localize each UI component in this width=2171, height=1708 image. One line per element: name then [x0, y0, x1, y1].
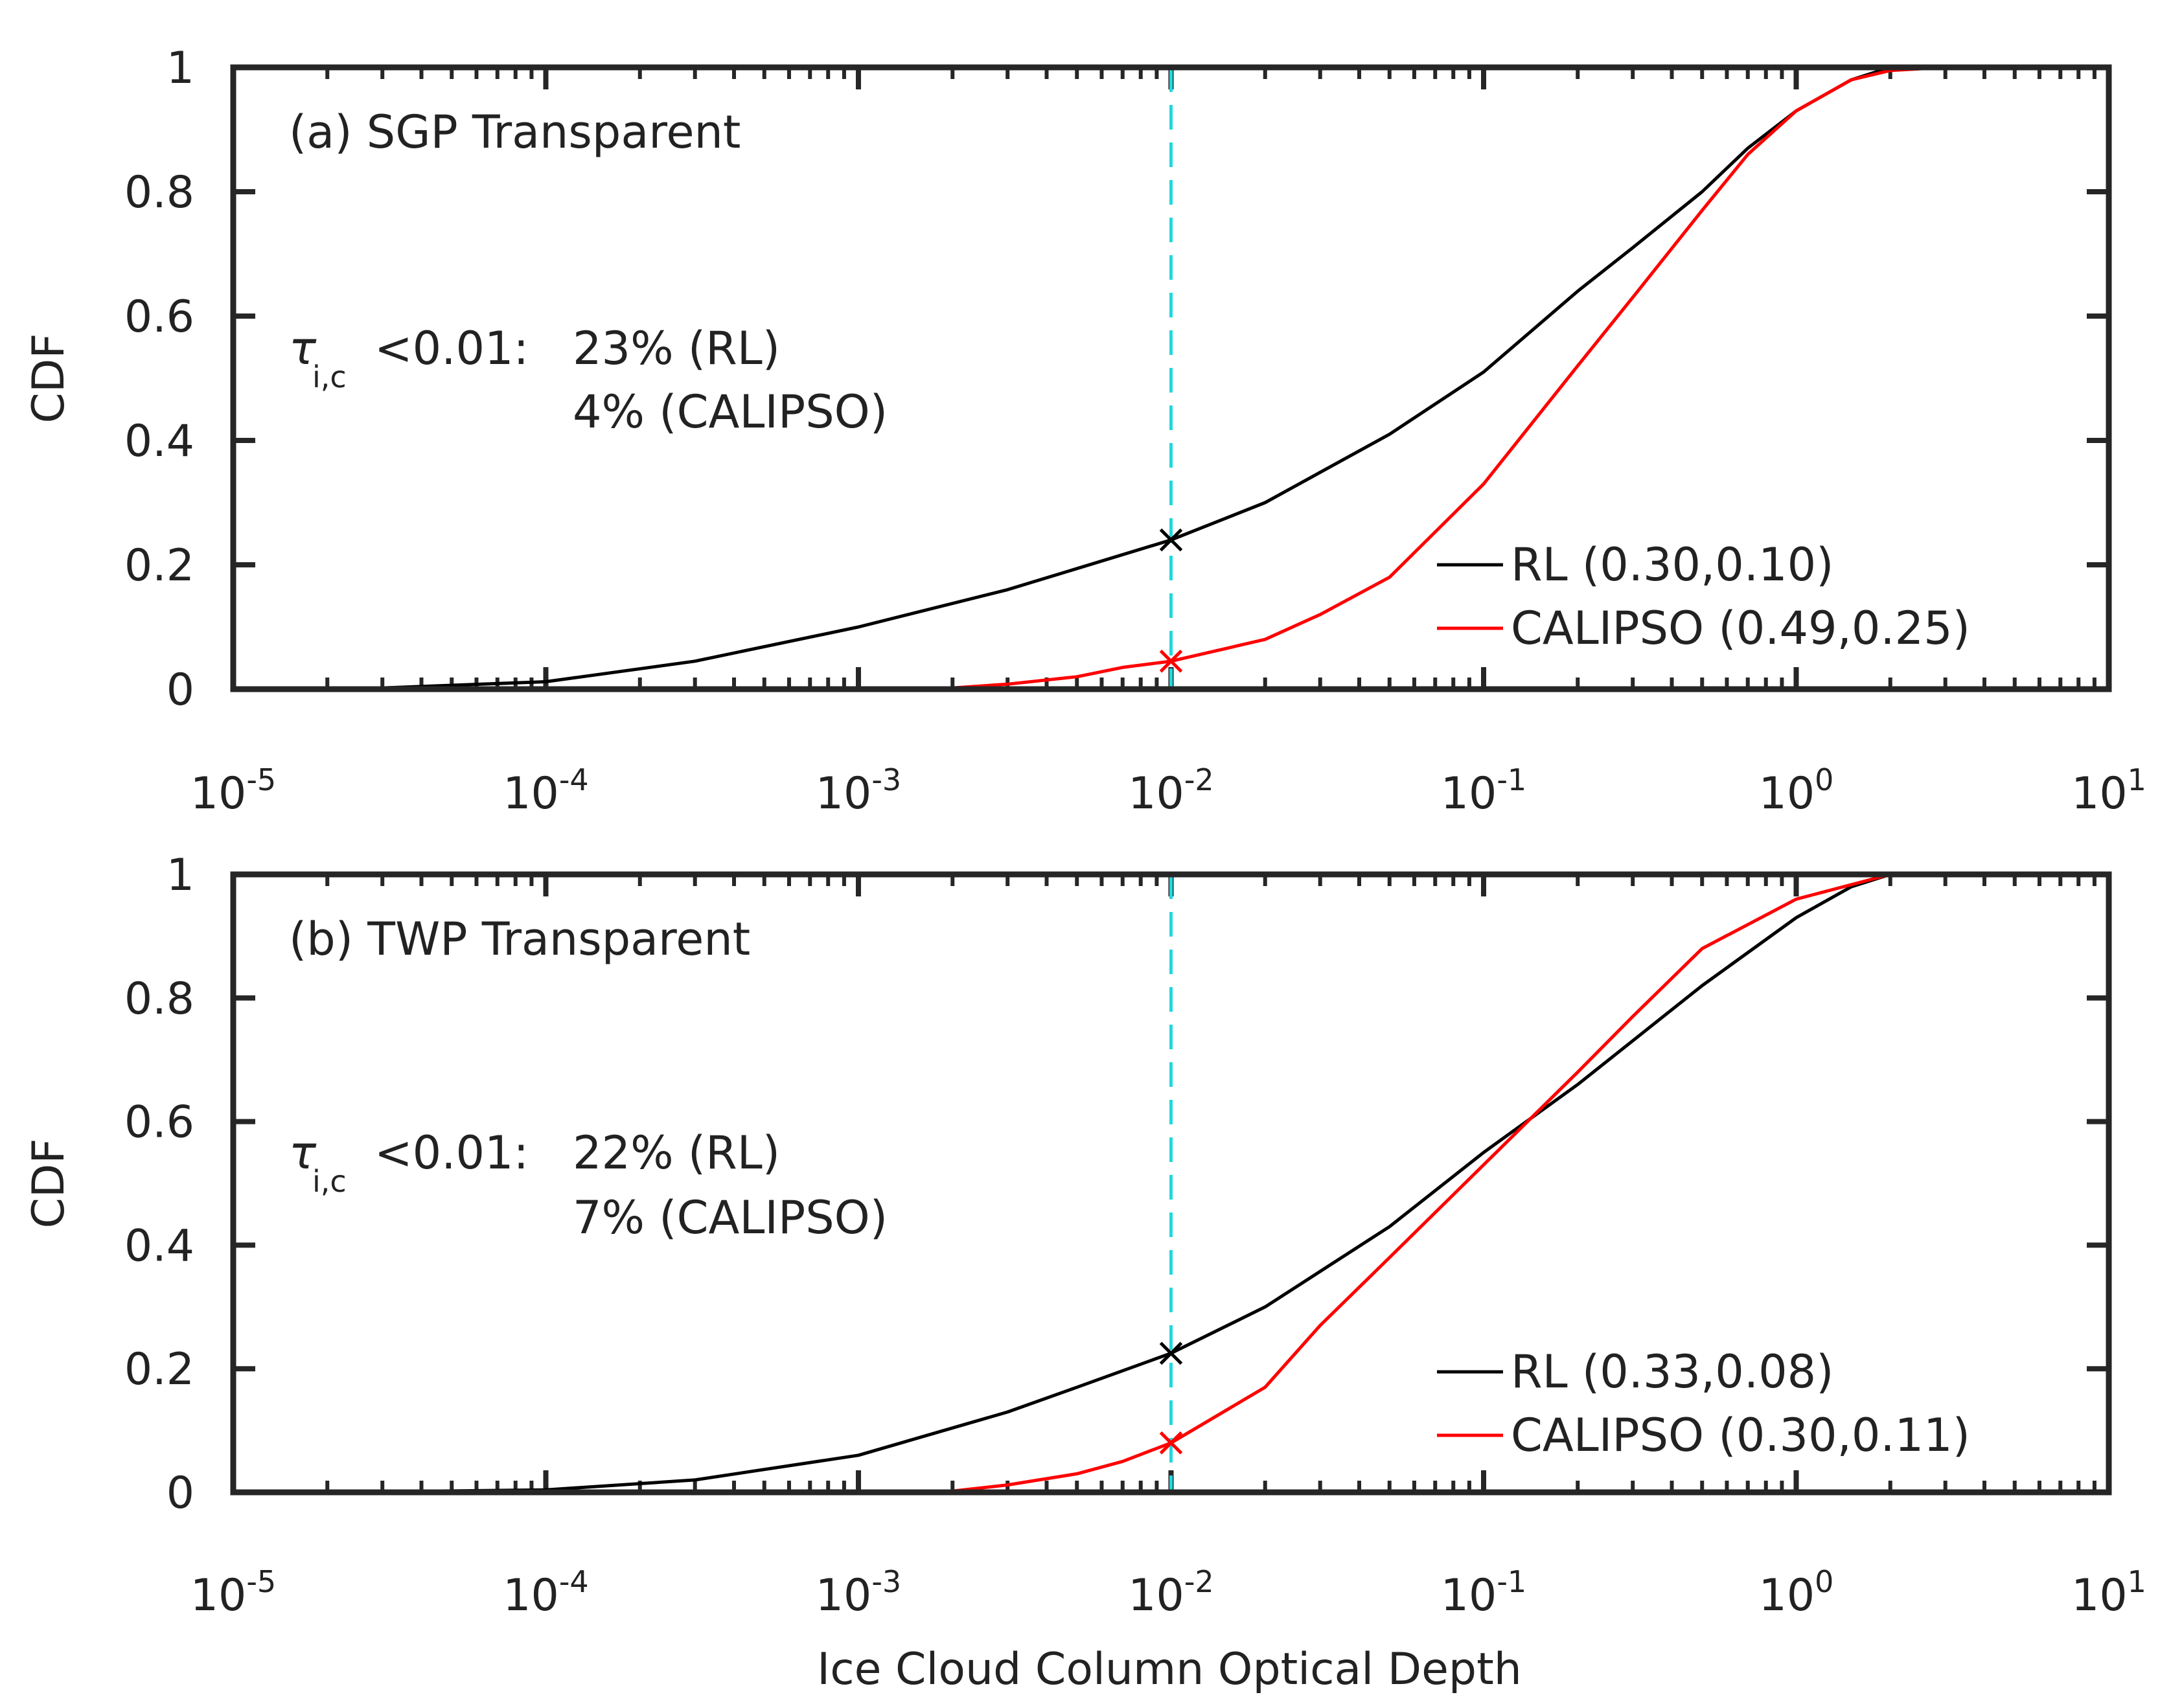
x-axis-title: Ice Cloud Column Optical Depth	[817, 1644, 1522, 1695]
annotation-symbol: τ	[289, 322, 317, 375]
x-tick-label: 10-2	[1128, 762, 1213, 819]
legend-label-calipso: CALIPSO (0.30,0.11)	[1511, 1409, 1970, 1462]
annotation-rl: 22% (RL)	[573, 1126, 780, 1179]
x-tick-label: 10-3	[816, 762, 901, 819]
x-tick-label: 10-4	[503, 762, 588, 819]
plot-frame	[230, 871, 2112, 1496]
y-tick-label: 0.6	[124, 291, 194, 343]
y-tick-label: 0.8	[124, 167, 194, 218]
x-tick-label: 10-4	[503, 1564, 588, 1621]
plot-frame	[230, 64, 2112, 692]
x-tick-label: 10-1	[1441, 1564, 1526, 1621]
x-tick-label: 100	[1759, 762, 1834, 819]
x-tick-label: 10-5	[190, 1564, 276, 1621]
y-tick-label: 0.2	[124, 540, 194, 591]
legend: RL (0.33,0.08) CALIPSO (0.30,0.11)	[1437, 1345, 1970, 1462]
y-tick-label: 0.2	[124, 1344, 194, 1395]
calipso-threshold-marker-stroke	[1159, 1431, 1183, 1455]
rl-threshold-marker-stroke	[1159, 528, 1183, 552]
rl-threshold-marker-stroke	[1159, 1341, 1183, 1365]
calipso-threshold-marker-stroke	[1159, 650, 1183, 673]
legend-label-calipso: CALIPSO (0.49,0.25)	[1511, 602, 1970, 655]
rl-threshold-marker	[1159, 528, 1183, 552]
y-tick-label: 1	[167, 43, 194, 94]
annotation-calipso: 7% (CALIPSO)	[573, 1191, 888, 1244]
x-tick-label: 101	[2071, 1564, 2146, 1621]
panel-title: (b) TWP Transparent	[289, 913, 750, 966]
y-tick-label: 1	[167, 850, 194, 901]
x-tick-label: 100	[1759, 1564, 1834, 1621]
annotation-subscript: i,c	[312, 359, 347, 394]
y-tick-label: 0	[167, 665, 194, 716]
rl-threshold-marker	[1159, 1341, 1183, 1365]
y-axis-title: CDF	[23, 1139, 75, 1229]
panel-title: (a) SGP Transparent	[289, 106, 741, 159]
y-tick-label: 0.8	[124, 974, 194, 1025]
x-tick-label: 10-3	[816, 1564, 901, 1621]
legend: RL (0.30,0.10) CALIPSO (0.49,0.25)	[1437, 538, 1970, 655]
annotation-condition: <0.01:	[374, 322, 529, 375]
rl-cdf-line	[233, 872, 2109, 1494]
x-tick-label: 101	[2071, 762, 2146, 819]
annotation-subscript: i,c	[312, 1164, 347, 1199]
x-tick-label: 10-5	[190, 762, 276, 819]
y-tick-label: 0	[167, 1468, 194, 1519]
calipso-threshold-marker	[1159, 650, 1183, 673]
annotation-rl: 23% (RL)	[573, 322, 780, 375]
calipso-threshold-marker	[1159, 1431, 1183, 1455]
y-tick-label: 0.6	[124, 1097, 194, 1148]
legend-label-rl: RL (0.30,0.10)	[1511, 538, 1833, 591]
legend-label-rl: RL (0.33,0.08)	[1511, 1345, 1833, 1398]
annotation-calipso: 4% (CALIPSO)	[573, 385, 888, 438]
chart-panel-twp: 10-5 10-4 10-3 10-2 10-1 100 101 0 0.2 0.4 0.6 0.8 1…	[23, 850, 2146, 1695]
annotation-condition: <0.01:	[374, 1126, 529, 1179]
y-tick-label: 0.4	[124, 1220, 194, 1271]
chart-panel-sgp: 10-5 10-4 10-3 10-2 10-1 100 101 0 0.2 0.4 0.6 0.8 1…	[23, 43, 2146, 819]
y-axis-title: CDF	[23, 334, 75, 424]
x-tick-label: 10-2	[1128, 1564, 1213, 1621]
annotation-symbol: τ	[289, 1126, 317, 1179]
x-tick-label: 10-1	[1441, 762, 1526, 819]
y-tick-label: 0.4	[124, 416, 194, 467]
